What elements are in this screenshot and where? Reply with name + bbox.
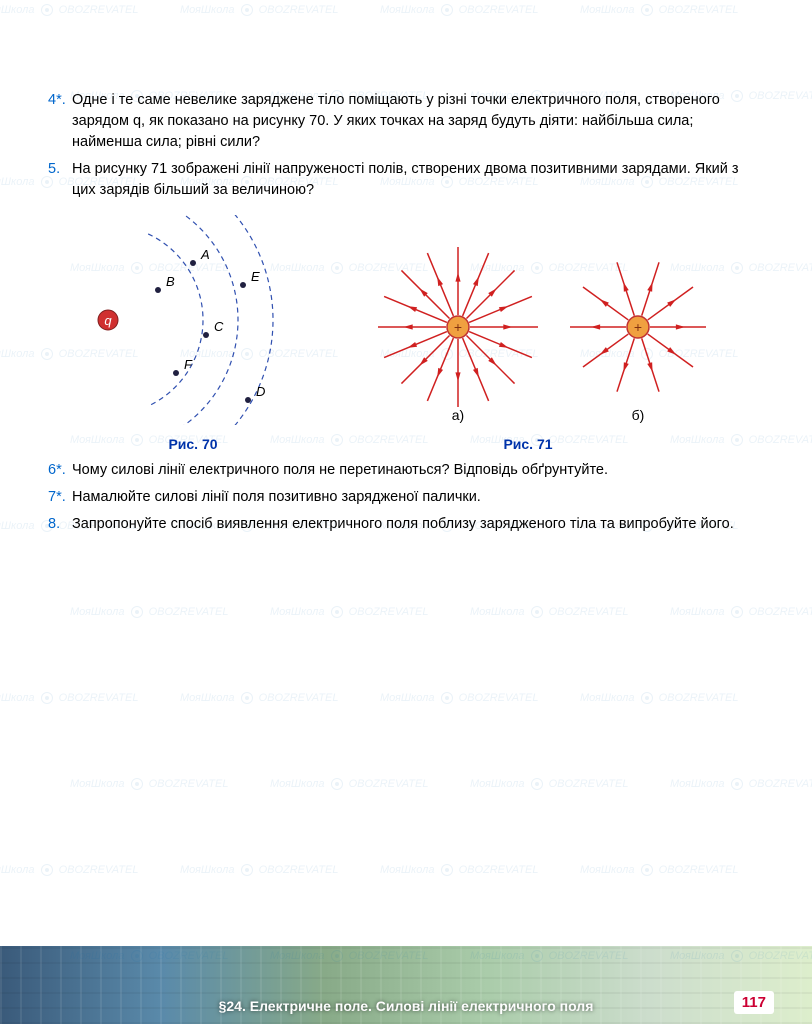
svg-text:F: F	[184, 357, 193, 372]
question-number: 5.	[48, 159, 72, 201]
question-text: Чому силові лінії електричного поля не п…	[72, 460, 764, 481]
svg-text:q: q	[104, 313, 112, 328]
page-number: 117	[734, 991, 774, 1014]
question-4: 4*. Одне і те саме невелике заряджене ті…	[48, 90, 764, 153]
question-text: На рисунку 71 зображені лінії напруженос…	[72, 159, 764, 201]
footer-banner: §24. Електричне поле. Силові лінії елект…	[0, 946, 812, 1024]
figure-70: q A B C D E F Рис. 70	[88, 215, 298, 452]
question-8: 8. Запропонуйте спосіб виявлення електри…	[48, 514, 764, 535]
svg-text:D: D	[256, 384, 265, 399]
figures-row: q A B C D E F Рис. 70 + + а) б) Рис. 71	[88, 215, 764, 452]
fig70-caption: Рис. 70	[88, 436, 298, 452]
fig70-svg: q A B C D E F	[88, 215, 298, 425]
svg-text:E: E	[251, 269, 260, 284]
svg-text:C: C	[214, 319, 224, 334]
question-number: 7*.	[48, 487, 72, 508]
svg-text:б): б)	[632, 407, 645, 423]
question-number: 6*.	[48, 460, 72, 481]
svg-text:A: A	[200, 247, 210, 262]
fig71-svg: + + а) б)	[348, 235, 708, 425]
question-5: 5. На рисунку 71 зображені лінії напруже…	[48, 159, 764, 201]
question-6: 6*. Чому силові лінії електричного поля …	[48, 460, 764, 481]
footer-photo-overlay	[0, 946, 812, 1024]
svg-text:а): а)	[452, 407, 464, 423]
question-text: Намалюйте силові лінії поля позитивно за…	[72, 487, 764, 508]
svg-text:B: B	[166, 274, 175, 289]
svg-text:+: +	[454, 319, 462, 335]
question-text: Запропонуйте спосіб виявлення електрично…	[72, 514, 764, 535]
question-number: 8.	[48, 514, 72, 535]
question-number: 4*.	[48, 90, 72, 153]
question-text: Одне і те саме невелике заряджене тіло п…	[72, 90, 764, 153]
svg-text:+: +	[634, 319, 642, 335]
question-7: 7*. Намалюйте силові лінії поля позитивн…	[48, 487, 764, 508]
figure-71: + + а) б) Рис. 71	[348, 235, 708, 452]
fig71-caption: Рис. 71	[348, 436, 708, 452]
